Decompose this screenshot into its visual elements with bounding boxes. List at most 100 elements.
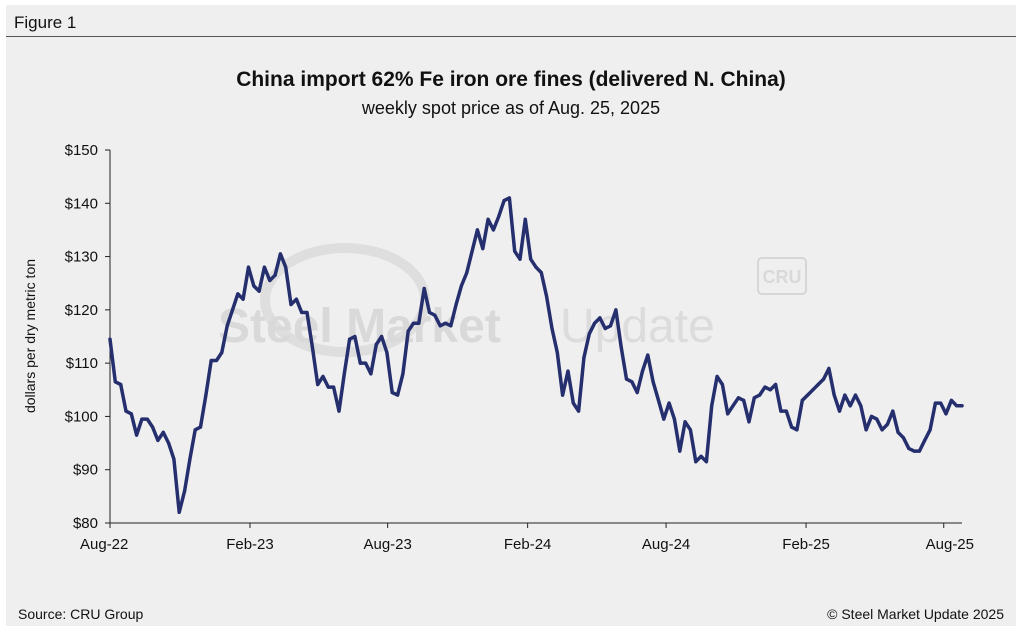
data-point bbox=[438, 324, 442, 328]
data-point bbox=[742, 398, 746, 402]
data-point bbox=[459, 284, 463, 288]
data-point bbox=[646, 353, 650, 357]
data-point bbox=[236, 292, 240, 296]
data-point bbox=[624, 377, 629, 381]
data-point bbox=[907, 446, 911, 450]
data-point bbox=[720, 382, 725, 387]
y-tick-label: $100 bbox=[65, 408, 98, 425]
x-tick-label: Aug-23 bbox=[363, 536, 411, 553]
data-point bbox=[369, 372, 373, 376]
data-point bbox=[337, 409, 341, 413]
data-point bbox=[795, 428, 799, 432]
data-point bbox=[342, 372, 346, 376]
data-point bbox=[859, 404, 863, 408]
data-point bbox=[885, 422, 890, 426]
data-point bbox=[550, 326, 554, 331]
data-point bbox=[470, 249, 474, 253]
watermark: Steel Market Update CRU bbox=[218, 243, 807, 357]
watermark-brand-2: Update bbox=[560, 300, 715, 353]
data-point bbox=[678, 449, 682, 453]
data-point bbox=[561, 393, 565, 397]
data-point bbox=[507, 196, 511, 200]
header-divider bbox=[6, 36, 1016, 37]
data-point bbox=[326, 385, 330, 389]
data-point bbox=[848, 404, 852, 408]
watermark-brand: Steel Market bbox=[218, 300, 501, 353]
data-point bbox=[427, 310, 432, 315]
data-point bbox=[193, 428, 197, 432]
data-point bbox=[912, 449, 916, 453]
data-point bbox=[917, 449, 922, 453]
data-point bbox=[177, 510, 181, 514]
data-point bbox=[273, 273, 277, 277]
data-point bbox=[944, 412, 948, 416]
data-point bbox=[209, 358, 213, 363]
data-point bbox=[875, 417, 879, 421]
data-point bbox=[198, 425, 203, 429]
data-point bbox=[300, 310, 304, 315]
data-point bbox=[278, 252, 282, 256]
data-point bbox=[358, 361, 362, 365]
data-point bbox=[731, 404, 735, 408]
data-point bbox=[113, 380, 117, 384]
y-tick-label: $140 bbox=[65, 195, 98, 212]
data-point bbox=[694, 460, 698, 464]
data-point bbox=[614, 308, 618, 312]
data-point bbox=[667, 401, 671, 405]
data-point bbox=[204, 393, 208, 397]
data-point-group bbox=[108, 196, 964, 514]
data-point bbox=[901, 436, 906, 440]
data-point bbox=[481, 247, 485, 251]
data-point bbox=[411, 321, 416, 325]
data-point bbox=[454, 302, 458, 307]
data-point bbox=[768, 388, 772, 392]
data-point bbox=[252, 284, 256, 288]
data-point bbox=[151, 425, 155, 429]
data-point bbox=[656, 398, 661, 402]
data-point bbox=[390, 390, 394, 395]
data-point bbox=[310, 345, 314, 349]
data-point bbox=[449, 324, 453, 328]
data-point bbox=[587, 332, 591, 336]
data-point bbox=[939, 401, 943, 405]
data-point bbox=[214, 358, 219, 363]
data-point bbox=[374, 342, 378, 347]
data-point bbox=[715, 374, 719, 379]
data-point bbox=[518, 257, 522, 261]
data-point bbox=[475, 228, 479, 232]
data-point bbox=[635, 390, 639, 395]
data-point bbox=[230, 308, 235, 312]
data-point bbox=[752, 396, 756, 400]
data-point bbox=[135, 433, 139, 437]
data-point bbox=[497, 215, 501, 219]
data-point bbox=[800, 398, 804, 402]
data-point bbox=[380, 334, 384, 339]
data-point bbox=[864, 428, 868, 432]
data-point bbox=[140, 417, 144, 421]
y-tick-label: $150 bbox=[65, 142, 98, 159]
data-point bbox=[433, 313, 437, 317]
data-point bbox=[486, 217, 490, 221]
y-tick-label: $80 bbox=[73, 515, 98, 532]
price-series-line bbox=[108, 196, 964, 515]
data-point bbox=[928, 428, 932, 432]
data-point bbox=[896, 430, 900, 434]
data-point bbox=[832, 393, 836, 397]
data-point bbox=[736, 396, 741, 400]
data-point bbox=[955, 404, 959, 408]
watermark-badge: CRU bbox=[763, 267, 802, 287]
data-point bbox=[502, 199, 506, 203]
data-point bbox=[257, 289, 261, 293]
data-point bbox=[784, 409, 788, 413]
data-point bbox=[353, 334, 357, 339]
x-tick-group: Aug-22 Feb-23 Aug-23 Feb-24 Aug-24 Feb-25 Aug-… bbox=[80, 523, 974, 553]
data-point bbox=[262, 265, 266, 269]
data-point bbox=[869, 414, 874, 418]
data-point bbox=[582, 356, 586, 360]
data-point bbox=[790, 425, 794, 429]
data-point bbox=[268, 278, 272, 283]
data-point bbox=[747, 420, 751, 424]
x-tick-label: Feb-23 bbox=[226, 536, 274, 553]
x-tick-label: Feb-24 bbox=[504, 536, 552, 553]
